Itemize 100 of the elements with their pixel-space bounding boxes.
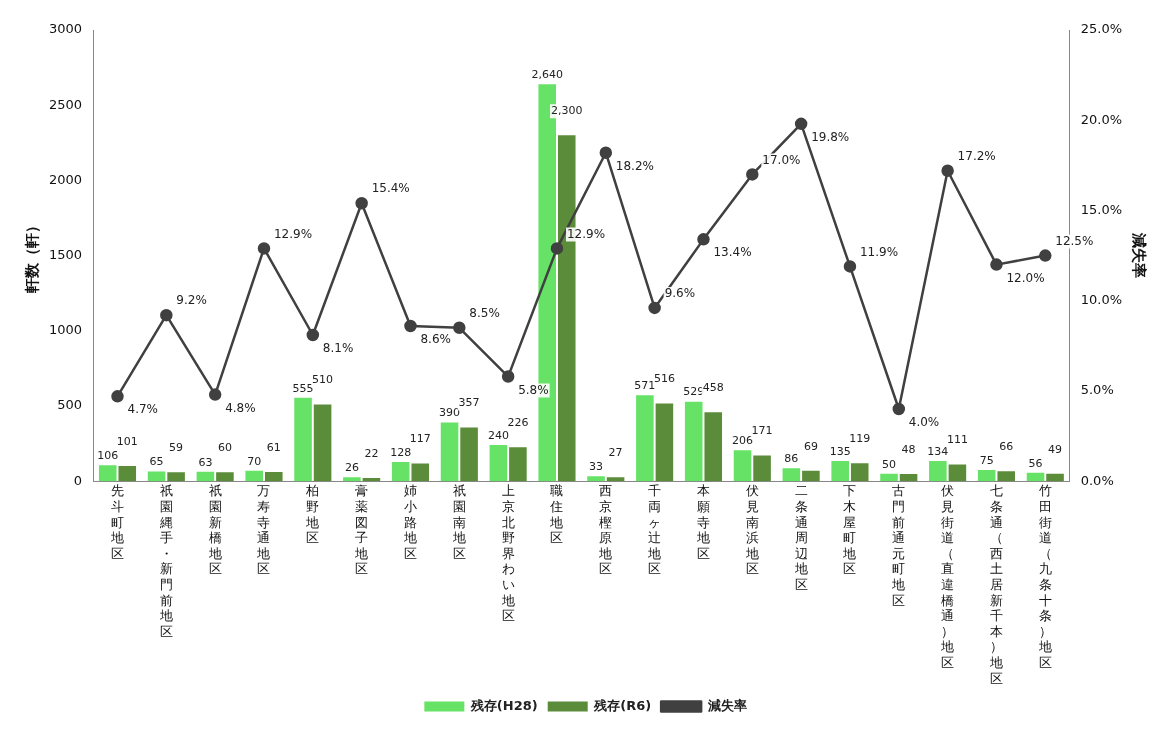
- bar: [606, 477, 625, 482]
- bar: [1046, 473, 1064, 482]
- x-tick-label: 祇園南地区: [451, 483, 466, 561]
- bar: [587, 476, 605, 482]
- data-label: 60: [217, 441, 232, 455]
- x-tick-label: 伏見南浜地区: [744, 483, 759, 577]
- data-label: 48: [901, 442, 916, 456]
- y-tick-label: 1500: [48, 246, 83, 262]
- x-tick-label: 先斗町地区: [110, 483, 124, 561]
- data-label: 61: [266, 440, 281, 454]
- data-label: 9.2%: [176, 293, 207, 308]
- data-label: 390: [439, 406, 461, 420]
- bar: [850, 463, 869, 482]
- bar: [753, 455, 771, 482]
- data-label: 111: [946, 433, 968, 447]
- point: [111, 390, 124, 403]
- x-tick-label: 古門前通元町地区: [891, 483, 906, 608]
- data-label: 119: [849, 432, 871, 446]
- data-label: 12.9%: [273, 226, 313, 241]
- data-label: 12.9%: [566, 226, 606, 241]
- data-label: 12.5%: [1055, 233, 1094, 248]
- data-label: 117: [409, 432, 431, 446]
- bar: [977, 469, 996, 482]
- point: [257, 242, 271, 255]
- data-label: 12.0%: [1006, 270, 1045, 285]
- data-label: 2,640: [531, 68, 563, 81]
- point: [404, 319, 417, 333]
- bar: [313, 404, 332, 482]
- y2-tick-label: 20.0%: [1080, 111, 1123, 127]
- point: [550, 242, 564, 255]
- x-tick-label: 下木屋町地区: [842, 483, 857, 577]
- bar: [782, 468, 801, 482]
- legend-label: 残存(H28): [469, 697, 538, 713]
- data-label: 15.4%: [371, 181, 410, 196]
- category-label: 七条通（西土居新千本）地区: [989, 483, 1003, 686]
- data-label: 86: [784, 452, 799, 466]
- y-tick-label: 1000: [48, 322, 83, 338]
- data-label: 49: [1048, 442, 1063, 456]
- bar: [294, 397, 312, 482]
- y-tick-label: 2500: [48, 96, 83, 112]
- y2-tick-label: 0.0%: [1080, 472, 1114, 488]
- category-label: 祇園縄手・新門前地区: [159, 483, 173, 639]
- bar: [216, 472, 234, 482]
- x-tick-label: 本願寺地区: [695, 483, 710, 561]
- bar: [899, 473, 918, 482]
- point: [208, 388, 222, 401]
- y2-tick-label: 25.0%: [1080, 21, 1123, 37]
- data-label: 240: [487, 428, 509, 442]
- data-label: 128: [390, 445, 412, 459]
- data-label: 59: [169, 441, 184, 455]
- y-axis-title: 軒数（軒）: [22, 218, 41, 294]
- data-label: 17.2%: [957, 148, 996, 163]
- bar: [245, 470, 264, 482]
- bar: [802, 470, 820, 482]
- data-label: 13.4%: [713, 245, 752, 260]
- data-label: 17.0%: [762, 152, 801, 167]
- point: [306, 328, 320, 342]
- y-tick-label: 3000: [48, 21, 83, 37]
- point: [1039, 249, 1052, 262]
- y2-tick-label: 15.0%: [1080, 201, 1123, 217]
- bar: [411, 463, 430, 482]
- data-label: 8.1%: [322, 341, 354, 356]
- point: [501, 370, 515, 383]
- data-label: 8.5%: [469, 305, 500, 320]
- point: [648, 301, 661, 315]
- data-label: 65: [149, 455, 164, 469]
- point: [355, 197, 368, 210]
- point: [843, 260, 857, 273]
- bar: [636, 395, 654, 482]
- bar: [118, 466, 137, 482]
- x-tick-label: 西京樫原地区: [598, 483, 613, 577]
- data-label: 27: [608, 446, 623, 459]
- data-label: 19.8%: [811, 129, 850, 144]
- y2-axis-title: 減失率: [1130, 232, 1149, 279]
- bar: [509, 447, 527, 482]
- bar: [929, 461, 947, 482]
- point: [794, 117, 808, 131]
- bar: [704, 412, 723, 482]
- point: [892, 402, 906, 416]
- bar: [196, 471, 215, 482]
- data-label: 171: [751, 424, 773, 438]
- bar: [684, 401, 703, 482]
- y2-tick-label: 10.0%: [1080, 292, 1123, 308]
- data-label: 4.7%: [127, 402, 158, 417]
- data-label: 101: [116, 434, 138, 448]
- y-tick-label: 2000: [48, 171, 83, 187]
- data-label: 50: [882, 457, 897, 471]
- data-label: 18.2%: [615, 158, 654, 173]
- data-label: 22: [364, 446, 379, 460]
- bar: [948, 464, 967, 482]
- category-label: 竹田街道（九条十条）地区: [1038, 483, 1052, 670]
- bar: [460, 427, 478, 482]
- point: [941, 164, 954, 178]
- data-label: 135: [829, 444, 851, 458]
- data-label: 26: [344, 461, 359, 475]
- point: [990, 258, 1003, 271]
- x-tick-label: 万寿寺通地区: [256, 483, 271, 577]
- data-label: 357: [458, 396, 480, 410]
- data-label: 510: [312, 373, 334, 387]
- point: [746, 168, 759, 181]
